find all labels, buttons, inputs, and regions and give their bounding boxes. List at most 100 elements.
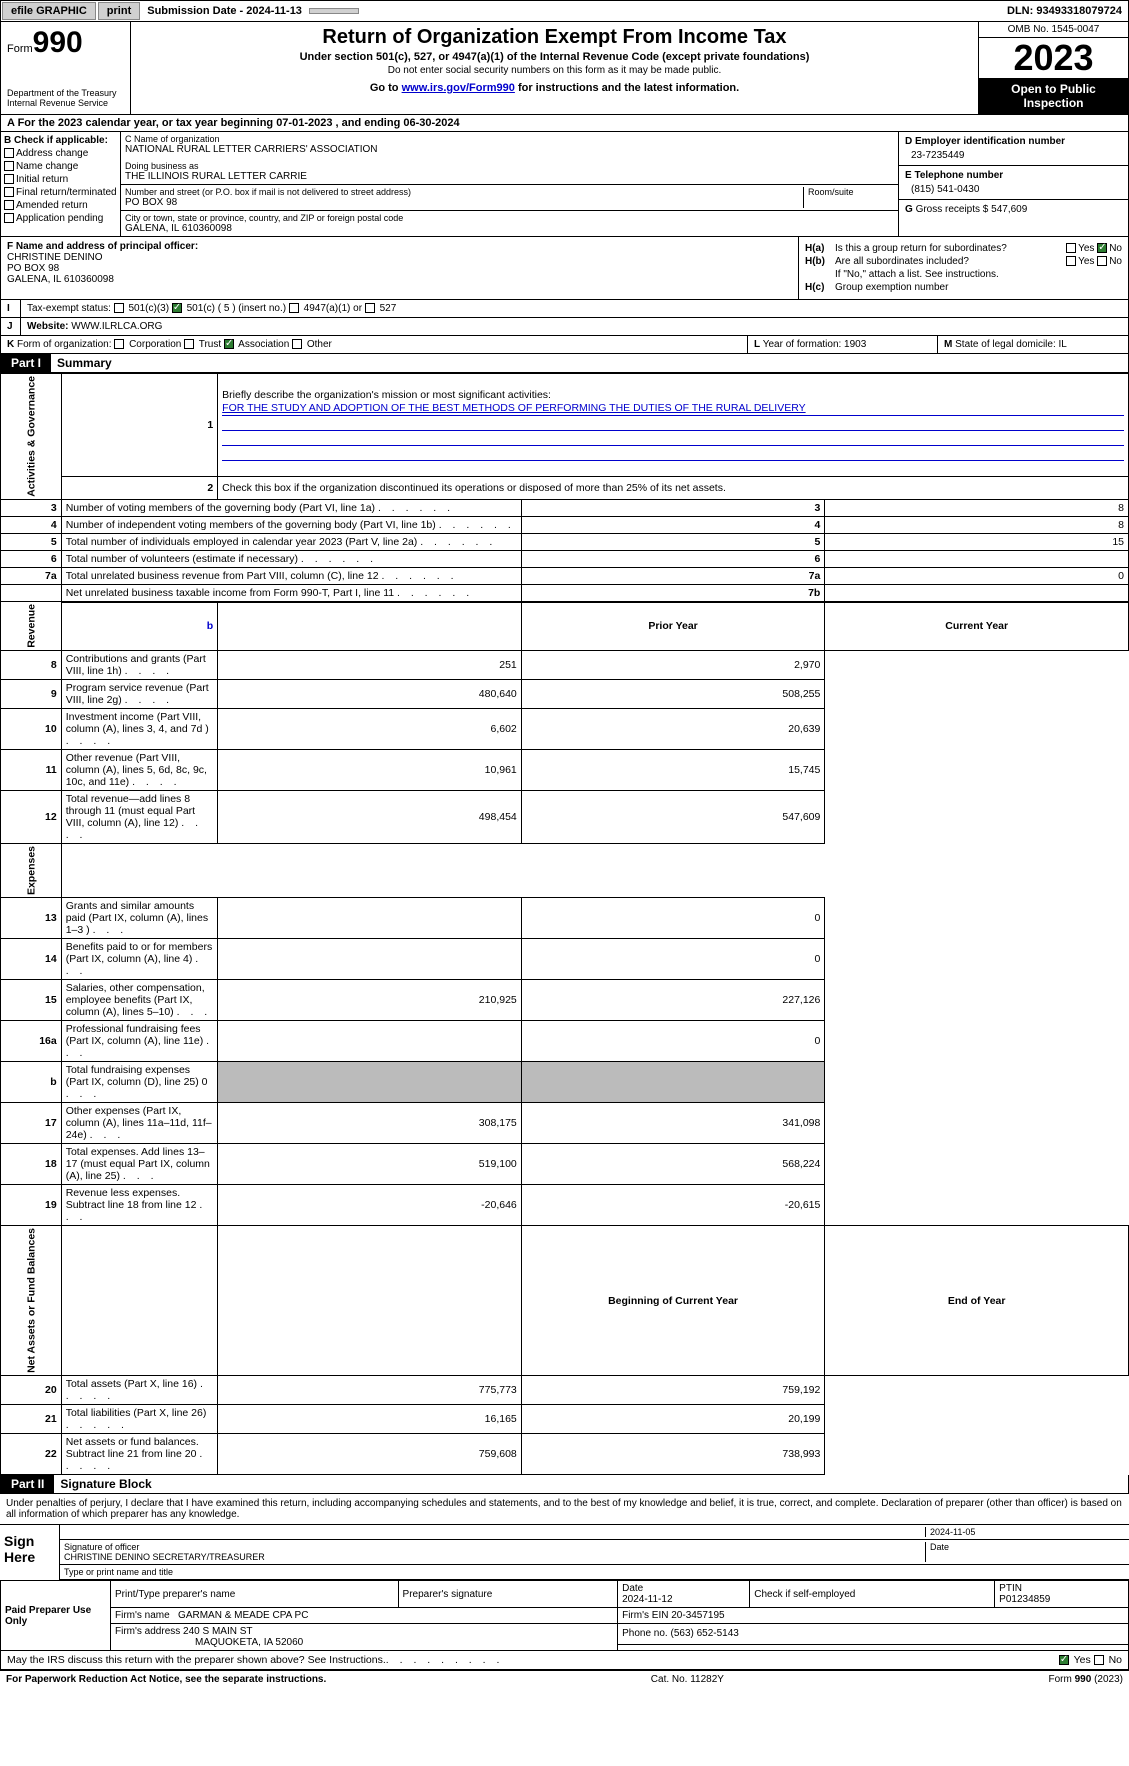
check-amended[interactable]: Amended return: [4, 200, 117, 211]
prior-value: [218, 939, 522, 980]
discuss-yn[interactable]: Yes No: [1059, 1654, 1122, 1666]
hb-yn[interactable]: Yes No: [1066, 256, 1122, 267]
efile-button[interactable]: efile GRAPHIC: [2, 2, 96, 20]
prior-value: 210,925: [218, 980, 522, 1021]
line-num: 4: [1, 516, 62, 533]
check-trust[interactable]: [184, 339, 194, 349]
current-head: Current Year: [825, 602, 1129, 651]
check-label: Application pending: [16, 213, 103, 224]
check-4947[interactable]: [289, 303, 299, 313]
line-num: 8: [1, 651, 62, 680]
check-527[interactable]: [365, 303, 375, 313]
opt-label: Association: [238, 339, 289, 350]
form990-link[interactable]: www.irs.gov/Form990: [402, 82, 515, 94]
check-corp[interactable]: [114, 339, 124, 349]
check-final[interactable]: Final return/terminated: [4, 187, 117, 198]
dln: DLN: 93493318079724: [1007, 5, 1128, 17]
part1-title: Summary: [51, 354, 118, 372]
current-value: 547,609: [521, 791, 825, 844]
line-num: 6: [1, 550, 62, 567]
gross-receipts: Gross receipts $ 547,609: [916, 204, 1028, 215]
prior-value: 308,175: [218, 1103, 522, 1144]
org-name: NATIONAL RURAL LETTER CARRIERS' ASSOCIAT…: [125, 144, 894, 155]
yes-label: Yes: [1078, 256, 1094, 267]
begin-value: 759,608: [218, 1434, 522, 1475]
check-initial[interactable]: Initial return: [4, 174, 117, 185]
print-button[interactable]: print: [98, 2, 140, 20]
line-text: Contributions and grants (Part VIII, lin…: [61, 651, 217, 680]
b-heading: B Check if applicable:: [4, 135, 117, 146]
line-num: 13: [1, 898, 62, 939]
check-501c[interactable]: [172, 303, 182, 313]
check-assoc[interactable]: [224, 339, 234, 349]
current-value: 2,970: [521, 651, 825, 680]
line-box: 5: [521, 533, 825, 550]
part2-title: Signature Block: [54, 1475, 157, 1493]
side-governance: Activities & Governance: [1, 374, 62, 500]
j-label: J: [1, 318, 21, 335]
line-value: 0: [825, 567, 1129, 584]
opt-label: 501(c)(3): [128, 303, 169, 314]
line-num: 14: [1, 939, 62, 980]
blank-button[interactable]: [309, 8, 359, 14]
website-value: WWW.ILRLCA.ORG: [71, 321, 162, 332]
line-box: 3: [521, 499, 825, 516]
sign-here-label: Sign Here: [0, 1525, 60, 1580]
prior-value: [218, 1021, 522, 1062]
ein-row: D Employer identification number 23-7235…: [899, 132, 1128, 166]
line-text: Investment income (Part VIII, column (A)…: [61, 709, 217, 750]
check-501c3[interactable]: [114, 303, 124, 313]
hb-note: If "No," attach a list. See instructions…: [805, 269, 1122, 280]
topbar: efile GRAPHIC print Submission Date - 20…: [0, 0, 1129, 22]
line-box: 7b: [521, 584, 825, 602]
ha-yn[interactable]: Yes No: [1066, 243, 1122, 254]
prior-value: 251: [218, 651, 522, 680]
check-pending[interactable]: Application pending: [4, 213, 117, 224]
goto-suffix: for instructions and the latest informat…: [515, 82, 739, 94]
check-other[interactable]: [292, 339, 302, 349]
line2-text: Check this box if the organization disco…: [218, 477, 1129, 500]
line-num: 20: [1, 1376, 62, 1405]
prior-value: 519,100: [218, 1144, 522, 1185]
submission-date: Submission Date - 2024-11-13: [141, 5, 308, 17]
date-label: Date: [925, 1542, 1125, 1562]
check-address[interactable]: Address change: [4, 148, 117, 159]
goto-prefix: Go to: [370, 82, 402, 94]
no-label: No: [1109, 243, 1122, 254]
check-label: Final return/terminated: [16, 187, 117, 198]
col-d-numbers: D Employer identification number 23-7235…: [898, 132, 1128, 236]
g-label: G: [905, 204, 913, 215]
phone-label: E Telephone number: [905, 170, 1122, 181]
current-value: 0: [521, 1021, 825, 1062]
m-content: M State of legal domicile: IL: [938, 336, 1128, 353]
preparer-table: Paid Preparer Use Only Print/Type prepar…: [0, 1580, 1129, 1651]
line-value: 15: [825, 533, 1129, 550]
opt-label: Other: [307, 339, 332, 350]
line-value: 8: [825, 516, 1129, 533]
begin-head: Beginning of Current Year: [521, 1226, 825, 1376]
line-text: Net unrelated business taxable income fr…: [61, 584, 521, 602]
phone-row: E Telephone number (815) 541-0430: [899, 166, 1128, 200]
sign-date-row: 2024-11-05: [60, 1525, 1129, 1540]
mission-text: FOR THE STUDY AND ADOPTION OF THE BEST M…: [222, 402, 1124, 416]
line-text: Total number of individuals employed in …: [61, 533, 521, 550]
i-label: I: [1, 300, 21, 317]
footer-left: For Paperwork Reduction Act Notice, see …: [6, 1674, 326, 1685]
b-head: b: [61, 602, 217, 651]
taxyear-row: A For the 2023 calendar year, or tax yea…: [0, 115, 1129, 132]
m-text: State of legal domicile: IL: [955, 339, 1067, 350]
check-name[interactable]: Name change: [4, 161, 117, 172]
check-label: Name change: [16, 161, 78, 172]
mission-q: Briefly describe the organization's miss…: [222, 389, 551, 401]
line-text: Total unrelated business revenue from Pa…: [61, 567, 521, 584]
firm-ein-cell: Firm's EIN 20-3457195: [618, 1608, 1129, 1624]
current-value: 227,126: [521, 980, 825, 1021]
k-text: Form of organization:: [17, 339, 112, 350]
begin-value: 16,165: [218, 1405, 522, 1434]
opt-label: 501(c) ( 5 ) (insert no.): [187, 303, 286, 314]
line-value: [825, 550, 1129, 567]
yes-label: Yes: [1074, 1654, 1091, 1666]
tax-year: 2023: [979, 38, 1128, 78]
sig-label: Signature of officer: [64, 1542, 925, 1552]
line-text: Revenue less expenses. Subtract line 18 …: [61, 1185, 217, 1226]
